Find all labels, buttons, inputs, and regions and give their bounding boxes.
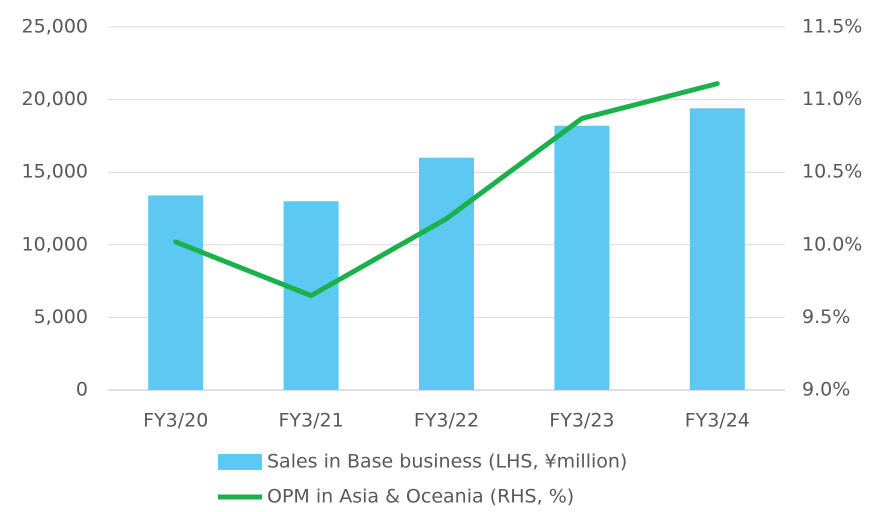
x-tick-label: FY3/22 <box>414 410 479 432</box>
y2-tick-label: 10.0% <box>802 233 862 255</box>
legend-label: Sales in Base business (LHS, ¥million) <box>267 451 627 473</box>
y-tick-label: 10,000 <box>22 233 88 255</box>
bar <box>148 195 204 390</box>
y-tick-label: 5,000 <box>34 306 88 328</box>
line <box>173 81 720 299</box>
y-tick-label: 15,000 <box>22 161 88 183</box>
bar <box>689 108 745 390</box>
legend-label: OPM in Asia & Oceania (RHS, %) <box>267 486 574 508</box>
y2-tick-label: 11.0% <box>802 88 862 110</box>
bar <box>554 125 610 391</box>
x-tick-label: FY3/24 <box>685 410 750 432</box>
legend-swatch <box>218 454 262 470</box>
y2-tick-label: 9.0% <box>802 379 850 401</box>
x-tick-label: FY3/21 <box>278 410 343 432</box>
y-tick-label: 0 <box>76 379 88 401</box>
x-tick-label: FY3/23 <box>549 410 614 432</box>
bar <box>419 157 474 390</box>
y2-tick-label: 11.5% <box>802 16 862 38</box>
y2-tick-label: 9.5% <box>802 306 850 328</box>
y-tick-label: 20,000 <box>22 88 88 110</box>
y-tick-label: 25,000 <box>22 16 88 38</box>
x-tick-label: FY3/20 <box>143 410 208 432</box>
y2-tick-label: 10.5% <box>802 161 862 183</box>
